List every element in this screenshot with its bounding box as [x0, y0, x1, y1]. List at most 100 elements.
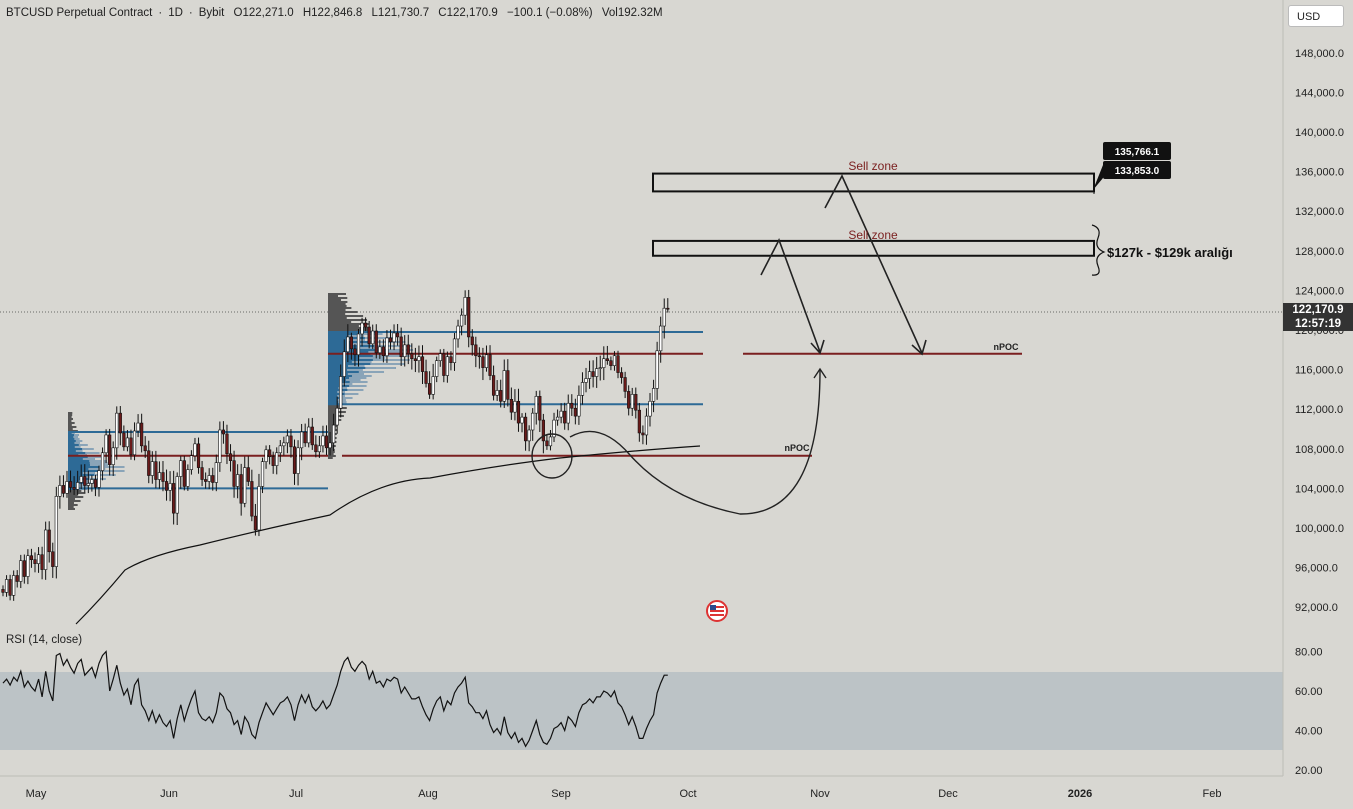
change: −100.1 (−0.08%) — [506, 7, 593, 19]
last-price-tag: 122,170.9 12:57:19 — [1283, 303, 1353, 331]
profile-bar-vol — [341, 383, 353, 385]
candle-up — [136, 422, 140, 432]
candle-down — [268, 449, 272, 458]
price-tick-label: 128,000.0 — [1295, 246, 1344, 258]
profile-bar — [68, 412, 73, 414]
profile-bar-vol — [345, 379, 361, 381]
profile-bar-vol — [348, 339, 365, 341]
candle-down — [449, 356, 453, 363]
interval[interactable]: 1D — [168, 7, 183, 19]
profile-bar — [328, 375, 372, 377]
profile-bar-vol — [89, 460, 107, 462]
profile-bar — [328, 317, 347, 319]
candle-down — [634, 394, 638, 411]
tag-high-box — [1103, 142, 1171, 160]
price-tick-label: 96,000.0 — [1295, 563, 1338, 575]
profile-bar — [68, 490, 82, 492]
profile-bar — [328, 451, 335, 453]
profile-bar-vol — [373, 345, 412, 347]
profile-bar — [328, 301, 348, 303]
time-tick-label: Sep — [551, 788, 571, 800]
candle-up — [371, 330, 375, 345]
profile-bar — [328, 385, 367, 387]
candle-up — [602, 358, 606, 368]
profile-bar — [68, 428, 73, 430]
symbol-name[interactable]: BTCUSD Perpetual Contract — [6, 7, 153, 19]
candles — [1, 289, 670, 601]
candle-up — [463, 297, 467, 316]
symbol-header: BTCUSD Perpetual Contract · 1D · Bybit O122,… — [6, 7, 663, 19]
candle-down — [1, 589, 5, 593]
candle-down — [516, 400, 521, 424]
candle-up — [12, 575, 16, 596]
price-tick-label: 104,000.0 — [1295, 483, 1344, 495]
candle-down — [563, 410, 567, 424]
candle-down — [481, 356, 485, 368]
candle-up — [662, 307, 666, 327]
candle-up — [132, 430, 137, 456]
candle-up — [307, 426, 311, 444]
currency-button[interactable]: USD — [1288, 5, 1344, 27]
profile-bar-vol — [94, 474, 116, 476]
path-arrow-2 — [824, 174, 923, 354]
candle-up — [655, 350, 659, 389]
candle-up — [321, 435, 325, 447]
candle-down — [477, 355, 481, 358]
profile-bar — [68, 478, 106, 480]
candle-down — [246, 467, 250, 482]
profile-bar — [68, 422, 75, 424]
candle-down — [623, 377, 627, 392]
candle-down — [196, 443, 201, 468]
time-tick-label: May — [26, 788, 47, 800]
price-tick-label: 92,000.0 — [1295, 602, 1338, 614]
time-tick-label: Jun — [160, 788, 178, 800]
candle-down — [545, 440, 549, 447]
profile-bar-vol — [358, 371, 385, 373]
profile-bar-vol — [338, 387, 348, 389]
profile-bar — [68, 506, 74, 508]
candle-up — [577, 395, 581, 417]
profile-bar — [328, 325, 359, 327]
profile-bar — [68, 464, 109, 466]
candle-up — [502, 370, 506, 402]
profile-bar-vol — [78, 484, 88, 486]
profile-bar — [328, 293, 347, 295]
drawings[interactable] — [531, 174, 1095, 515]
profile-bar — [68, 440, 83, 442]
profile-bar — [328, 297, 348, 299]
us-flag-event-icon[interactable] — [706, 600, 728, 622]
profile-bar-vol — [73, 436, 78, 438]
candle-up — [378, 346, 382, 354]
candle-up — [644, 415, 649, 436]
profile-bar — [68, 444, 88, 446]
candle-up — [179, 460, 183, 477]
profile-bar-vol — [90, 464, 109, 466]
profile-bar — [328, 305, 347, 307]
tag-low-box — [1103, 161, 1171, 179]
last-price-value: 122,170.9 — [1292, 304, 1344, 316]
candle-up — [207, 475, 211, 482]
candle-up — [527, 429, 531, 442]
candle-up — [257, 486, 261, 531]
candle-down — [310, 426, 314, 446]
profile-bar — [68, 508, 75, 510]
candle-up — [346, 336, 350, 353]
profile-bar — [68, 416, 72, 418]
profile-bar — [68, 496, 84, 498]
price-tick-label: 132,000.0 — [1295, 206, 1344, 218]
candle-down — [491, 375, 496, 396]
candle-down — [442, 353, 446, 376]
profile-bar — [328, 359, 410, 361]
candle-up — [456, 325, 460, 340]
profile-bar-vol — [75, 440, 83, 442]
candle-down — [627, 391, 631, 409]
profile-bar — [328, 323, 369, 325]
profile-bar — [328, 319, 368, 321]
profile-bar — [328, 337, 395, 339]
candle-up — [452, 338, 457, 363]
candle-down — [68, 481, 73, 488]
profile-bar — [328, 299, 342, 301]
profile-bar-vol — [78, 444, 88, 446]
